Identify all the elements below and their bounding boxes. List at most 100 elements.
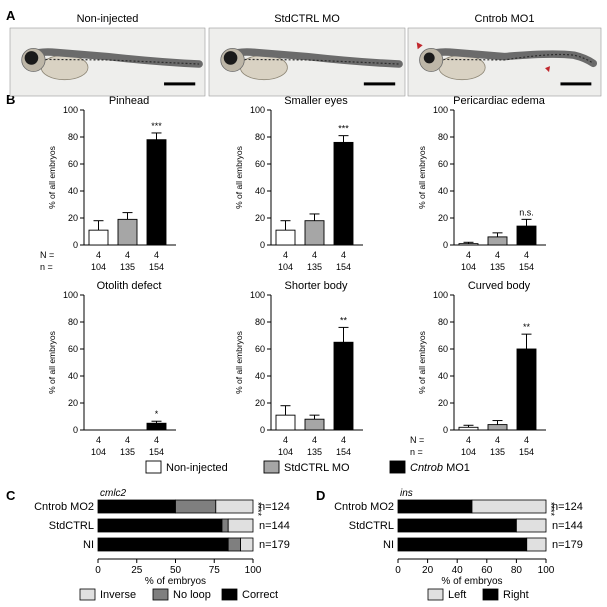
legend-swatch	[263, 460, 280, 474]
y-tick-label: 60	[68, 159, 78, 169]
embryo-eye	[423, 52, 435, 64]
n-count-label: 4	[341, 435, 346, 445]
bar	[88, 229, 109, 246]
stacked-segment	[97, 518, 223, 533]
legend-swatch	[221, 588, 238, 601]
x-tick-label: 60	[481, 565, 493, 576]
n-count-label: 135	[490, 262, 505, 272]
stacked-segment	[227, 518, 254, 533]
x-tick-label: 20	[422, 565, 434, 576]
panel-letter-d: D	[316, 488, 325, 503]
x-tick-label: 0	[395, 565, 401, 576]
photo-title: Cntrob MO1	[475, 13, 535, 25]
embryo-eye	[223, 51, 238, 65]
n-count-label: 4	[312, 435, 317, 445]
n-count-label: 4	[495, 435, 500, 445]
y-tick-label: 0	[73, 425, 78, 435]
panel-letter-a: A	[6, 8, 16, 23]
significance-label: n.s.	[519, 207, 534, 217]
x-tick-label: 40	[452, 565, 464, 576]
category-label: Cntrob MO2	[34, 501, 94, 513]
y-tick-label: 80	[255, 132, 265, 142]
n-count-label: 4	[495, 250, 500, 260]
bar-chart-4: Otolith defect 0 20 40 60 80 100 % of all embry…	[47, 280, 176, 457]
y-tick-label: 20	[255, 398, 265, 408]
panel-d-stacked-chart: ins Cntrob MO2 n=124 StdCTRL n=144 NI n=179 ***…	[334, 488, 583, 601]
legend-label-rest: MO1	[443, 462, 470, 474]
y-tick-label: 100	[250, 290, 265, 300]
significance-label: *	[155, 409, 159, 419]
significance-label: ***	[338, 124, 349, 134]
legend-label: Correct	[242, 589, 278, 601]
embryo-eye	[24, 51, 39, 65]
legend-label: StdCTRL MO	[284, 462, 350, 474]
bar	[458, 426, 479, 431]
y-tick-label: 0	[73, 240, 78, 250]
x-tick-label: 0	[95, 565, 101, 576]
n-count-label: 4	[154, 435, 159, 445]
stacked-segment	[240, 537, 254, 552]
n-count-label: 135	[120, 262, 135, 272]
y-tick-label: 40	[68, 371, 78, 381]
significance-label: ****	[253, 502, 263, 517]
y-tick-label: 40	[438, 186, 448, 196]
y-tick-label: 20	[438, 213, 448, 223]
legend-swatch	[152, 588, 169, 601]
x-tick-label: 75	[209, 565, 221, 576]
n-count-label: 4	[96, 250, 101, 260]
sample-count-label: n=179	[259, 539, 290, 551]
yolk-sac	[40, 54, 89, 81]
n-count-label: 4	[154, 250, 159, 260]
chart-title: Smaller eyes	[284, 95, 348, 107]
legend-label: No loop	[173, 589, 211, 601]
y-tick-label: 0	[443, 425, 448, 435]
n-count-label: 154	[336, 262, 351, 272]
bar	[146, 139, 167, 246]
y-tick-label: 20	[68, 398, 78, 408]
bar-chart-1: Pinhead 0 20 40 60 80 100 % of all embryos 4 104 4…	[40, 95, 176, 272]
stacked-segment	[227, 537, 241, 552]
stacked-segment	[526, 537, 547, 552]
y-tick-label: 60	[438, 159, 448, 169]
stacked-segment	[97, 499, 176, 514]
chart-title: Shorter body	[285, 280, 348, 292]
y-axis-label: % of all embryos	[234, 146, 244, 209]
bar	[516, 225, 537, 246]
y-tick-label: 80	[255, 317, 265, 327]
legend-label-italic: Cntrob	[410, 462, 443, 474]
n-count-label: 4	[283, 435, 288, 445]
y-tick-label: 80	[68, 317, 78, 327]
bar	[333, 141, 354, 246]
n-count-label: 154	[149, 447, 164, 457]
significance-label: ***	[151, 121, 162, 131]
sample-count-label: n=179	[552, 539, 583, 551]
y-tick-label: 0	[443, 240, 448, 250]
n-count-label: 104	[278, 447, 293, 457]
n-count-label: 4	[341, 250, 346, 260]
panel-c-stacked-chart: cmlc2 Cntrob MO2 n=124 StdCTRL n=144 NI n=179 *…	[34, 488, 290, 601]
legend-label: Right	[503, 589, 529, 601]
significance-label: **	[523, 322, 531, 332]
chart-title: Curved body	[468, 280, 531, 292]
n-count-label: 154	[149, 262, 164, 272]
y-tick-label: 60	[68, 344, 78, 354]
y-tick-label: 80	[438, 317, 448, 327]
count-row-label: n =	[40, 262, 53, 272]
bar	[304, 418, 325, 431]
n-count-label: 4	[125, 435, 130, 445]
pigment-stripe	[427, 53, 594, 64]
panel-letter-c: C	[6, 488, 16, 503]
n-count-label: 4	[466, 435, 471, 445]
category-label: StdCTRL	[349, 520, 394, 532]
n-count-label: 104	[278, 262, 293, 272]
embryo-illustration	[416, 42, 598, 86]
legend-swatch	[79, 588, 96, 601]
arrowhead-marker	[416, 42, 423, 50]
stacked-segment	[175, 499, 217, 514]
y-tick-label: 0	[260, 240, 265, 250]
stacked-segment	[397, 499, 473, 514]
y-tick-label: 100	[63, 105, 78, 115]
y-tick-label: 60	[255, 344, 265, 354]
legend-label: Left	[448, 589, 466, 601]
count-row-label: N =	[410, 435, 424, 445]
